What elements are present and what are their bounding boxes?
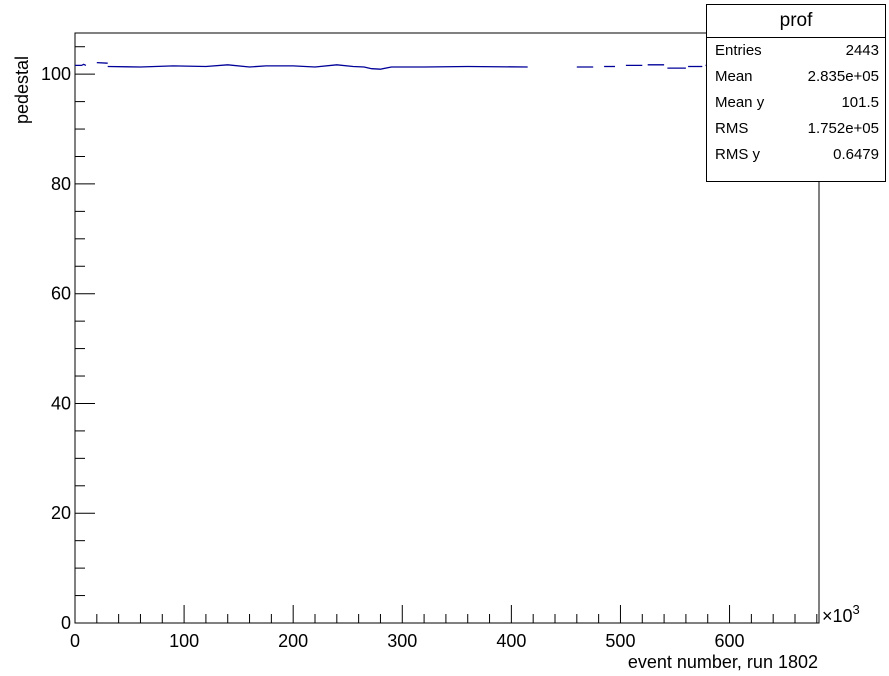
stats-label: RMS [715,120,749,137]
stats-value: 2.835e+05 [807,68,879,85]
x-tick-label: 200 [278,631,308,651]
x-tick-label: 600 [715,631,745,651]
data-series [75,61,737,70]
y-tick-label: 60 [51,284,71,304]
stats-box: prof Entries 2443 Mean 2.835e+05 Mean y 101… [706,4,886,182]
stats-row-entries: Entries 2443 [707,38,885,64]
stats-value: 101.5 [841,94,879,111]
x-tick-label: 400 [496,631,526,651]
y-axis: 0 20 40 60 80 100 [41,46,95,633]
stats-label: Entries [715,42,762,59]
stats-row-rms: RMS 1.752e+05 [707,116,885,142]
stats-row-rms-y: RMS y 0.6479 [707,142,885,168]
x-tick-label: 0 [70,631,80,651]
x-tick-label: 100 [169,631,199,651]
y-tick-label: 40 [51,393,71,413]
stats-row-mean-y: Mean y 101.5 [707,90,885,116]
y-axis-label: pedestal [12,56,32,124]
x-tick-label: 300 [387,631,417,651]
stats-value: 0.6479 [833,146,879,163]
series-segment [107,64,528,70]
x-multiplier: ×103 [822,602,860,626]
stats-label: Mean [715,68,753,85]
y-tick-label: 100 [41,64,71,84]
plot-frame [74,32,820,624]
stats-label: RMS y [715,146,760,163]
series-segment [75,63,87,67]
stats-label: Mean y [715,94,765,111]
x-axis-label: event number, run 1802 [628,652,818,672]
y-tick-label: 80 [51,174,71,194]
series-segment [96,61,108,64]
stats-value: 1.752e+05 [807,120,879,137]
y-tick-label: 0 [61,613,71,633]
stats-value: 2443 [845,42,879,59]
y-tick-label: 20 [51,503,71,523]
x-tick-label: 500 [605,631,635,651]
stats-row-mean: Mean 2.835e+05 [707,64,885,90]
x-axis: 0 100 200 300 400 500 600 [70,605,818,651]
stats-title: prof [707,5,885,38]
